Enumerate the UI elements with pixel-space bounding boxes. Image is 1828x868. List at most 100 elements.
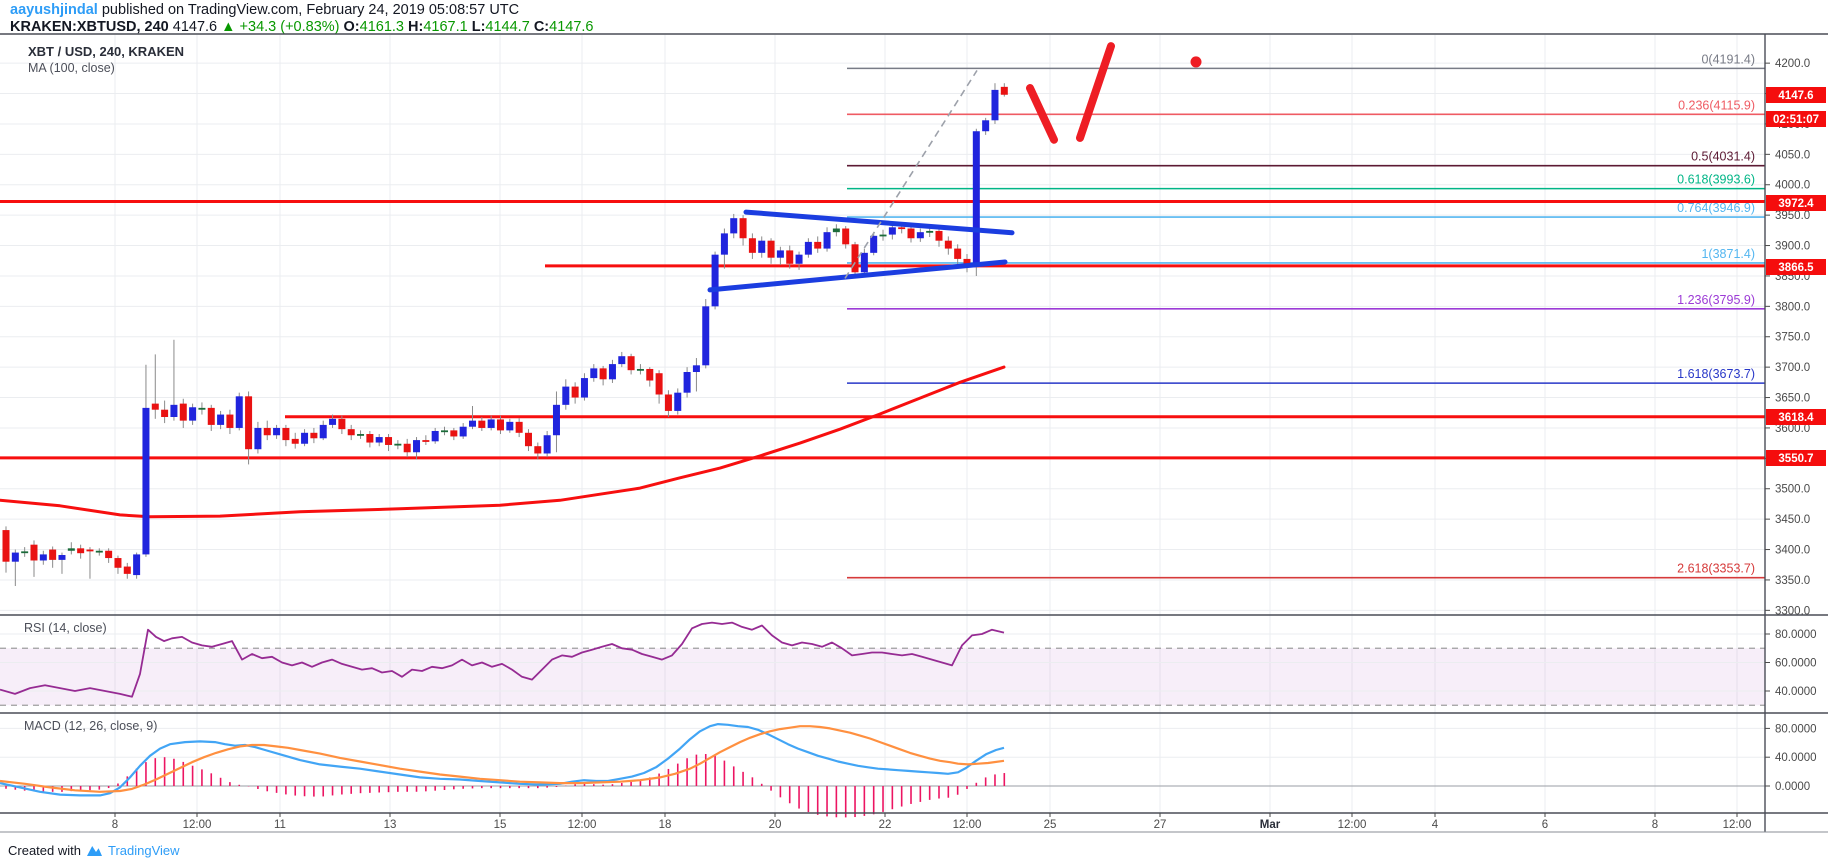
tradingview-brand-link[interactable]: TradingView <box>107 843 180 858</box>
candle-body[interactable] <box>954 248 962 259</box>
price-tick-label[interactable]: 4000.0 <box>1775 180 1810 192</box>
candle-body[interactable] <box>161 409 169 417</box>
time-tick-label[interactable]: Mar <box>1260 819 1281 831</box>
macd-tick-label[interactable]: 0.0000 <box>1775 781 1810 793</box>
candle-body[interactable] <box>636 368 644 371</box>
candle-body[interactable] <box>711 254 719 307</box>
trendline[interactable] <box>743 209 1015 236</box>
candle-body[interactable] <box>851 244 859 273</box>
candle-body[interactable] <box>879 234 887 237</box>
candle-body[interactable] <box>935 230 943 241</box>
candle-body[interactable] <box>982 120 990 132</box>
candle-body[interactable] <box>189 407 197 421</box>
candle-body[interactable] <box>95 550 103 553</box>
price-tick-label[interactable]: 3500.0 <box>1775 484 1810 496</box>
candle-body[interactable] <box>338 418 346 430</box>
candle-body[interactable] <box>720 233 728 255</box>
tradingview-logo-icon[interactable] <box>86 843 103 858</box>
trendline[interactable] <box>707 259 1008 293</box>
time-tick-label[interactable]: 12:00 <box>1338 819 1367 831</box>
candle-body[interactable] <box>30 544 38 561</box>
time-tick-label[interactable]: 6 <box>1542 819 1548 831</box>
price-tick-label[interactable]: 3750.0 <box>1775 332 1810 344</box>
candle-body[interactable] <box>748 238 756 253</box>
time-tick-label[interactable]: 4 <box>1432 819 1439 831</box>
time-tick-label[interactable]: 12:00 <box>1723 819 1752 831</box>
time-tick-label[interactable]: 20 <box>769 819 782 831</box>
candle-body[interactable] <box>179 403 187 421</box>
candle-body[interactable] <box>235 396 243 428</box>
candle-body[interactable] <box>114 558 122 568</box>
candle-body[interactable] <box>814 241 822 249</box>
candle-body[interactable] <box>49 549 57 560</box>
candle-body[interactable] <box>655 373 663 395</box>
candle-body[interactable] <box>758 240 766 253</box>
candle-body[interactable] <box>898 227 906 230</box>
time-tick-label[interactable]: 8 <box>112 819 118 831</box>
price-tick-label[interactable]: 3900.0 <box>1775 241 1810 253</box>
candle-body[interactable] <box>469 420 476 427</box>
candle-body[interactable] <box>394 443 402 446</box>
candle-body[interactable] <box>366 434 374 443</box>
time-tick-label[interactable]: 12:00 <box>183 819 212 831</box>
rsi-tick-label[interactable]: 40.0000 <box>1775 686 1817 698</box>
candle-body[interactable] <box>282 427 290 441</box>
candle-body[interactable] <box>2 530 10 562</box>
candle-body[interactable] <box>151 403 159 410</box>
candle-body[interactable] <box>590 368 598 379</box>
candle-body[interactable] <box>58 555 66 560</box>
price-tick-label[interactable]: 3600.0 <box>1775 423 1810 435</box>
time-tick-label[interactable]: 22 <box>879 819 892 831</box>
candle-body[interactable] <box>991 89 999 121</box>
candle-body[interactable] <box>273 427 281 436</box>
candle-body[interactable] <box>963 258 971 267</box>
candle-body[interactable] <box>506 421 514 431</box>
candle-body[interactable] <box>142 407 150 555</box>
candle-body[interactable] <box>683 372 691 393</box>
candle-body[interactable] <box>1000 86 1008 95</box>
candle-body[interactable] <box>842 228 850 245</box>
candle-body[interactable] <box>571 386 579 398</box>
candle-body[interactable] <box>552 404 560 436</box>
candle-body[interactable] <box>599 368 607 380</box>
red-annotation-stroke[interactable] <box>1076 42 1115 142</box>
candle-body[interactable] <box>301 432 309 444</box>
candle-body[interactable] <box>413 440 421 453</box>
rsi-tick-label[interactable]: 60.0000 <box>1775 658 1817 670</box>
time-tick-label[interactable]: 11 <box>274 819 286 831</box>
candle-body[interactable] <box>207 407 215 425</box>
candle-body[interactable] <box>170 404 178 417</box>
candle-body[interactable] <box>496 419 504 431</box>
candle-body[interactable] <box>291 438 299 444</box>
candle-body[interactable] <box>860 252 868 273</box>
candle-body[interactable] <box>646 368 654 381</box>
candle-body[interactable] <box>254 427 262 450</box>
time-tick-label[interactable]: 27 <box>1154 819 1167 831</box>
time-tick-label[interactable]: 15 <box>494 819 507 831</box>
candle-body[interactable] <box>823 232 831 249</box>
candle-body[interactable] <box>21 551 29 554</box>
candle-body[interactable] <box>926 230 934 233</box>
candle-body[interactable] <box>86 549 94 552</box>
candle-body[interactable] <box>403 443 411 453</box>
candle-body[interactable] <box>375 437 383 443</box>
candle-body[interactable] <box>888 227 896 235</box>
candle-body[interactable] <box>77 548 85 554</box>
price-tick-label[interactable]: 3450.0 <box>1775 514 1810 526</box>
candle-body[interactable] <box>702 306 710 366</box>
macd-tick-label[interactable]: 40.0000 <box>1775 752 1817 764</box>
candle-body[interactable] <box>618 356 626 365</box>
candle-body[interactable] <box>832 228 840 233</box>
candle-body[interactable] <box>543 435 551 454</box>
candle-body[interactable] <box>804 241 812 255</box>
candle-body[interactable] <box>198 407 206 410</box>
rsi-tick-label[interactable]: 80.0000 <box>1775 629 1817 641</box>
time-tick-label[interactable]: 25 <box>1044 819 1057 831</box>
price-tick-label[interactable]: 3350.0 <box>1775 575 1810 587</box>
price-tick-label[interactable]: 3650.0 <box>1775 393 1810 405</box>
candle-body[interactable] <box>347 429 355 436</box>
candle-body[interactable] <box>385 437 393 445</box>
candle-body[interactable] <box>357 434 365 436</box>
candle-body[interactable] <box>907 228 915 239</box>
